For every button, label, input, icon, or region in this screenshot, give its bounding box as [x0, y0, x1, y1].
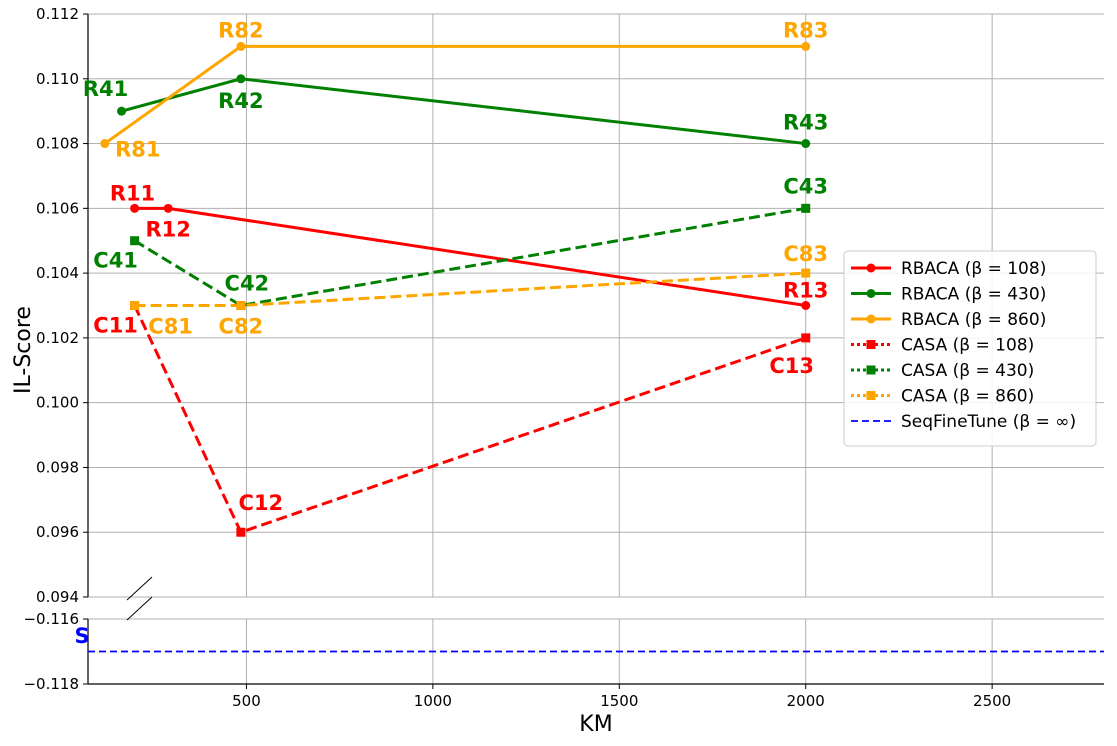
data-point: [236, 301, 246, 310]
y-tick-label: −0.116: [23, 610, 79, 628]
point-label-c11: C11: [93, 314, 138, 338]
point-label-r42: R42: [218, 89, 263, 113]
legend-marker: [866, 365, 876, 375]
data-point: [163, 203, 173, 213]
y-tick-label: 0.094: [36, 588, 79, 606]
legend-marker: [866, 314, 876, 324]
data-point: [801, 41, 811, 51]
legend-entry-label: RBACA (β = 430): [901, 285, 1046, 305]
x-tick-label: 2000: [787, 692, 825, 710]
data-point: [801, 268, 811, 278]
data-point: [117, 106, 127, 116]
x-tick-label: 1500: [600, 692, 638, 710]
y-tick-label: 0.104: [36, 264, 79, 282]
data-point: [236, 41, 246, 51]
axis-break-mark: [126, 576, 153, 601]
series-lines: [88, 41, 1104, 653]
point-label-r83: R83: [783, 18, 828, 42]
legend-marker: [866, 340, 876, 349]
point-label-c83: C83: [783, 242, 828, 266]
axis-break-mark: [126, 596, 153, 621]
x-axis-title: KM: [579, 712, 612, 737]
legend-box: [843, 250, 1097, 447]
y-tick-label: 0.096: [36, 523, 79, 541]
y-tick-label: −0.118: [23, 675, 79, 693]
data-point: [130, 203, 140, 213]
y-tick-label: 0.098: [36, 458, 79, 476]
y-tick-label: 0.100: [36, 394, 79, 412]
series-line-3: [133, 304, 807, 535]
data-point: [801, 301, 811, 310]
data-point: [100, 139, 110, 149]
point-label-r11: R11: [110, 181, 155, 205]
series-line-4: [133, 206, 806, 308]
data-point: [130, 301, 140, 310]
legend-marker: [866, 289, 876, 298]
x-tick-label: 2500: [973, 692, 1011, 710]
legend-entry-label: CASA (β = 430): [901, 361, 1034, 381]
legend-entry-label: SeqFineTune (β = ∞): [901, 412, 1076, 432]
legend-entry-label: CASA (β = 108): [901, 336, 1034, 356]
y-axis-title: IL-Score: [11, 306, 36, 394]
point-label-c42: C42: [225, 272, 270, 296]
y-tick-label: 0.102: [36, 329, 79, 347]
point-label-c82: C82: [219, 315, 264, 339]
series-line-2: [103, 44, 806, 145]
data-point: [236, 527, 246, 537]
point-label-r41: R41: [83, 77, 128, 101]
point-label-c13: C13: [769, 354, 814, 378]
x-tick-label: 500: [232, 692, 261, 710]
legend-entry-label: RBACA (β = 108): [901, 259, 1046, 279]
data-point: [801, 139, 811, 149]
legend-marker: [866, 391, 876, 400]
point-label-c41: C41: [93, 249, 138, 273]
data-point: [801, 333, 811, 343]
legend: RBACA (β = 108) RBACA (β = 430) RBACA (β =…: [843, 250, 1097, 447]
y-tick-label: 0.108: [36, 135, 79, 153]
axes: 0.094 0.096 0.098 0.100 0.102 0.104 0.106 0.108…: [23, 5, 1104, 710]
point-label-r81: R81: [115, 138, 160, 162]
point-label-r43: R43: [783, 111, 828, 135]
data-point: [236, 74, 246, 84]
point-label-c81: C81: [148, 315, 193, 339]
y-tick-label: 0.110: [36, 70, 79, 88]
point-labels: R11 R12 R13 R41 R42 R43 R81 R82 R83 C11 C12 C13 C41 C…: [75, 18, 829, 647]
y-tick-label: 0.106: [36, 199, 79, 217]
point-label-c43: C43: [783, 174, 828, 198]
legend-marker: [866, 263, 876, 273]
point-label-c12: C12: [239, 491, 284, 515]
point-label-r13: R13: [783, 279, 828, 303]
data-point: [801, 203, 811, 213]
y-tick-label: 0.112: [36, 5, 79, 23]
point-label-r82: R82: [218, 18, 263, 42]
x-tick-label: 1000: [414, 692, 452, 710]
annotation-label: S: [75, 624, 90, 648]
data-point: [130, 236, 140, 246]
point-label-r12: R12: [145, 217, 190, 241]
legend-entry-label: RBACA (β = 860): [901, 310, 1046, 330]
legend-entry-label: CASA (β = 860): [901, 387, 1034, 407]
